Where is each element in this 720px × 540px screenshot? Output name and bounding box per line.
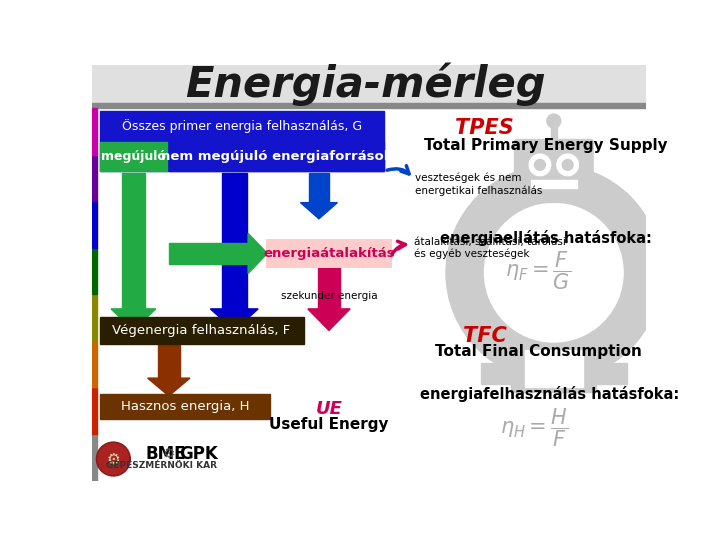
Text: ⚙: ⚙ — [163, 447, 175, 461]
FancyBboxPatch shape — [515, 139, 593, 200]
FancyBboxPatch shape — [451, 286, 464, 300]
FancyBboxPatch shape — [511, 345, 596, 392]
Circle shape — [529, 154, 551, 176]
Text: UE: UE — [315, 400, 343, 418]
FancyBboxPatch shape — [92, 341, 97, 387]
FancyBboxPatch shape — [92, 248, 97, 294]
FancyBboxPatch shape — [451, 245, 464, 259]
Text: $\eta_H = \dfrac{H}{F}$: $\eta_H = \dfrac{H}{F}$ — [500, 407, 569, 449]
FancyBboxPatch shape — [551, 125, 557, 142]
FancyBboxPatch shape — [122, 173, 145, 309]
FancyBboxPatch shape — [92, 201, 97, 248]
Circle shape — [534, 159, 545, 170]
Polygon shape — [148, 378, 190, 396]
Text: ⚙: ⚙ — [107, 451, 120, 467]
FancyBboxPatch shape — [577, 360, 591, 373]
FancyBboxPatch shape — [539, 194, 570, 202]
Text: Összes primer energia felhasználás, G: Összes primer energia felhasználás, G — [122, 119, 362, 133]
Circle shape — [562, 159, 573, 170]
FancyBboxPatch shape — [99, 111, 384, 171]
Text: TPES: TPES — [455, 118, 514, 138]
FancyBboxPatch shape — [92, 65, 647, 103]
Text: $\eta_F = \dfrac{F}{G}$: $\eta_F = \dfrac{F}{G}$ — [505, 250, 572, 293]
FancyBboxPatch shape — [266, 239, 392, 268]
Circle shape — [557, 154, 578, 176]
Polygon shape — [111, 309, 156, 330]
Text: Végenergia felhasználás, F: Végenergia felhasználás, F — [112, 324, 290, 337]
Text: energiaellátás hatásfoka:: energiaellátás hatásfoka: — [440, 230, 652, 246]
FancyBboxPatch shape — [525, 350, 583, 387]
FancyBboxPatch shape — [222, 173, 247, 309]
Text: szekunder energia: szekunder energia — [281, 291, 377, 301]
Circle shape — [98, 444, 129, 475]
FancyBboxPatch shape — [531, 180, 577, 188]
Text: Total Final Consumption: Total Final Consumption — [435, 344, 642, 359]
FancyBboxPatch shape — [536, 168, 550, 181]
Polygon shape — [300, 202, 338, 219]
FancyBboxPatch shape — [99, 142, 167, 171]
FancyBboxPatch shape — [613, 193, 626, 206]
FancyBboxPatch shape — [92, 103, 647, 108]
FancyBboxPatch shape — [498, 180, 511, 194]
Text: veszteségek és nem
energetikai felhasználás: veszteségek és nem energetikai felhaszná… — [415, 173, 543, 195]
FancyBboxPatch shape — [318, 268, 340, 309]
Text: Hasznos energia, H: Hasznos energia, H — [121, 400, 249, 413]
FancyBboxPatch shape — [498, 351, 511, 365]
FancyBboxPatch shape — [596, 363, 627, 384]
FancyBboxPatch shape — [99, 318, 304, 343]
Text: Total Primary Energy Supply: Total Primary Energy Supply — [424, 138, 668, 153]
Circle shape — [446, 165, 662, 381]
FancyBboxPatch shape — [99, 394, 271, 419]
FancyBboxPatch shape — [168, 142, 384, 171]
Text: nem megújuló energiaforrások: nem megújuló energiaforrások — [161, 150, 392, 163]
FancyBboxPatch shape — [645, 266, 660, 280]
FancyBboxPatch shape — [536, 364, 550, 377]
FancyBboxPatch shape — [637, 306, 651, 320]
Circle shape — [485, 204, 623, 342]
Text: átalakítási, szállítási, tárolási
és egyéb veszteségek: átalakítási, szállítási, tárolási és egy… — [414, 237, 565, 259]
Text: Energia-mérleg: Energia-mérleg — [185, 62, 546, 106]
FancyBboxPatch shape — [92, 295, 97, 341]
FancyBboxPatch shape — [613, 339, 626, 353]
Polygon shape — [307, 309, 350, 330]
Text: BME: BME — [145, 444, 186, 463]
Text: megújuló: megújuló — [101, 150, 166, 163]
FancyBboxPatch shape — [92, 155, 97, 201]
FancyBboxPatch shape — [92, 388, 97, 434]
Polygon shape — [248, 233, 267, 273]
Text: Useful Energy: Useful Energy — [269, 417, 389, 432]
Text: GPK: GPK — [179, 444, 218, 463]
FancyBboxPatch shape — [481, 363, 511, 384]
FancyBboxPatch shape — [310, 173, 328, 202]
FancyBboxPatch shape — [92, 109, 97, 154]
Circle shape — [96, 442, 130, 476]
FancyBboxPatch shape — [158, 345, 180, 378]
FancyBboxPatch shape — [168, 243, 248, 264]
FancyBboxPatch shape — [467, 323, 481, 338]
FancyBboxPatch shape — [92, 434, 97, 481]
FancyBboxPatch shape — [577, 172, 591, 186]
FancyBboxPatch shape — [467, 208, 481, 222]
Circle shape — [547, 114, 561, 128]
Text: energiafelhasználás hatásfoka:: energiafelhasználás hatásfoka: — [420, 386, 680, 402]
FancyBboxPatch shape — [637, 226, 651, 240]
Text: TFC: TFC — [462, 326, 506, 346]
Text: energiaátalakítás: energiaátalakítás — [263, 247, 395, 260]
Polygon shape — [210, 309, 258, 330]
Text: GÉPÉSZMÉRNÖKI KAR: GÉPÉSZMÉRNÖKI KAR — [106, 461, 217, 470]
